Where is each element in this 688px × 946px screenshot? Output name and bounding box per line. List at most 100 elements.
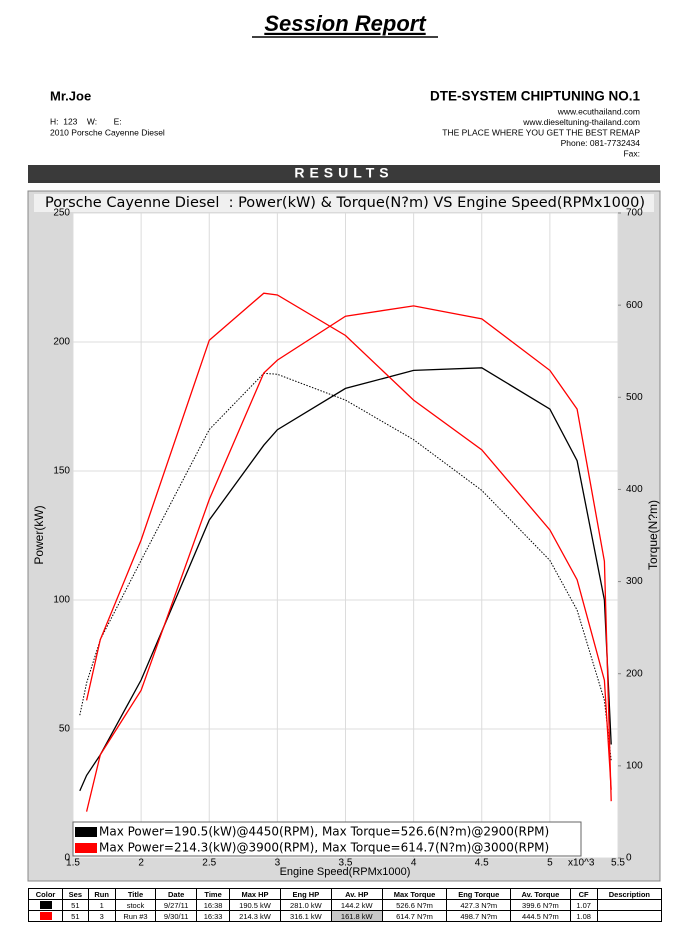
series-line xyxy=(85,292,612,790)
series-line xyxy=(79,367,612,792)
color-cell xyxy=(27,910,64,922)
series-line xyxy=(85,305,612,812)
column-header: Max HP xyxy=(229,888,281,900)
table-cell: 526.6 N?m xyxy=(381,899,448,911)
table-cell: 214.3 kW xyxy=(229,910,281,922)
report-title: Session Report xyxy=(264,11,427,36)
table-cell: 51 xyxy=(62,899,89,911)
column-header: Max Torque xyxy=(381,888,448,900)
y2-tick-label: 700 xyxy=(626,208,643,219)
table-cell: 399.6 N?m xyxy=(510,899,571,911)
table-cell: 9/27/11 xyxy=(155,899,198,911)
table-cell: 9/30/11 xyxy=(155,910,198,922)
column-header: Eng HP xyxy=(279,888,332,900)
table-cell: 281.0 kW xyxy=(279,899,332,911)
results-banner xyxy=(28,165,660,183)
description-cell xyxy=(596,910,663,922)
column-header: Title xyxy=(114,888,157,900)
legend-box xyxy=(72,821,582,857)
x-tick-label: 4.5 xyxy=(475,858,489,869)
table-header: Color Ses Run Title Date Time Max HP Eng HP Av. … xyxy=(27,888,663,900)
table-cell: 444.5 N?m xyxy=(510,910,571,922)
column-header: Av. Torque xyxy=(510,888,571,900)
y2-tick-label: 0 xyxy=(626,853,632,864)
table-cell: 16:38 xyxy=(196,899,231,911)
customer-contact: H: 123 W: E: xyxy=(50,116,122,126)
table-cell: 161.8 kW xyxy=(330,910,383,922)
x-tick-label: 4 xyxy=(411,858,417,869)
table-cell: Run #3 xyxy=(114,910,157,922)
table-row: 51 3 Run #3 9/30/11 16:33 214.3 kW 316.1 kW 161… xyxy=(27,910,663,922)
customer-name: Mr.Joe xyxy=(50,88,91,103)
y2-tick-label: 300 xyxy=(626,576,643,587)
column-header: Run xyxy=(87,888,116,900)
column-header: Av. HP xyxy=(330,888,383,900)
y-axis-label: Power(kW) xyxy=(32,505,46,564)
y2-tick-label: 100 xyxy=(626,760,643,771)
results-text: RESULTS xyxy=(294,165,393,181)
y2-axis-label: Torque(N?m) xyxy=(646,500,660,570)
x-tick-label: 5 xyxy=(547,858,553,869)
y-tick-label: 50 xyxy=(59,724,71,735)
table-cell: 51 xyxy=(62,910,89,922)
x-tick-label: 2.5 xyxy=(202,858,216,869)
column-header: Ses xyxy=(62,888,89,900)
table-cell: 1.08 xyxy=(569,910,598,922)
column-header: Date xyxy=(155,888,198,900)
table-cell: 1.07 xyxy=(569,899,598,911)
legend-swatch xyxy=(75,827,97,837)
table-cell: 316.1 kW xyxy=(279,910,332,922)
color-swatch xyxy=(39,901,52,909)
table-cell: 3 xyxy=(87,910,116,922)
table-cell: 498.7 N?m xyxy=(446,910,512,922)
legend-text: Max Power=190.5(kW)@4450(RPM), Max Torqu… xyxy=(99,825,549,839)
color-swatch xyxy=(39,912,52,920)
column-header: CF xyxy=(569,888,598,900)
chart-title-bar xyxy=(34,194,654,212)
y2-tick-label: 600 xyxy=(626,300,643,311)
x-tick-label: 2 xyxy=(138,858,144,869)
x-tick-label: 3.5 xyxy=(339,858,353,869)
column-header: Description xyxy=(596,888,663,900)
results-table: Color Ses Run Title Date Time Max HP Eng HP Av. … xyxy=(27,888,663,922)
legend-text: Max Power=214.3(kW)@3900(RPM), Max Torqu… xyxy=(99,841,549,855)
table-cell: 190.5 kW xyxy=(229,899,281,911)
company-line: THE PLACE WHERE YOU GET THE BEST REMAP xyxy=(442,127,640,137)
y-tick-label: 100 xyxy=(53,595,70,606)
x-tick-label: 1.5 xyxy=(66,858,80,869)
column-header: Eng Torque xyxy=(446,888,512,900)
table-row: 51 1 stock 9/27/11 16:38 190.5 kW 281.0 kW 144.… xyxy=(27,899,663,911)
y2-tick-label: 500 xyxy=(626,392,643,403)
company-line: Phone: 081-7732434 xyxy=(561,138,641,148)
y-tick-label: 250 xyxy=(53,208,70,219)
table-cell: 614.7 N?m xyxy=(381,910,448,922)
x-multiplier: x10^3 xyxy=(568,858,595,869)
y-tick-label: 150 xyxy=(53,466,70,477)
x-axis-label: Engine Speed(RPMx1000) xyxy=(280,866,411,878)
color-cell xyxy=(27,899,64,911)
chart-title: Porsche Cayenne Diesel : Power(kW) & Tor… xyxy=(45,195,645,211)
legend-swatch xyxy=(75,843,97,853)
description-cell xyxy=(596,899,663,911)
company-line: www.dieseltuning-thailand.com xyxy=(522,117,640,127)
y-tick-label: 200 xyxy=(53,337,70,348)
y2-tick-label: 200 xyxy=(626,668,643,679)
x-tick-label: 5.5 xyxy=(611,858,625,869)
table-cell: 16:33 xyxy=(196,910,231,922)
y2-tick-label: 400 xyxy=(626,484,643,495)
table-cell: stock xyxy=(114,899,157,911)
company-name: DTE-SYSTEM CHIPTUNING NO.1 xyxy=(430,89,641,104)
table-cell: 427.3 N?m xyxy=(446,899,512,911)
series-line xyxy=(79,372,612,761)
company-line: www.ecuthailand.com xyxy=(557,106,640,116)
company-line: Fax: xyxy=(623,148,640,158)
table-cell: 1 xyxy=(87,899,116,911)
y-tick-label: 0 xyxy=(64,853,70,864)
column-header: Time xyxy=(196,888,231,900)
customer-vehicle: 2010 Porsche Cayenne Diesel xyxy=(50,127,165,137)
column-header: Color xyxy=(27,888,64,900)
x-tick-label: 3 xyxy=(275,858,281,869)
table-cell: 144.2 kW xyxy=(330,899,383,911)
